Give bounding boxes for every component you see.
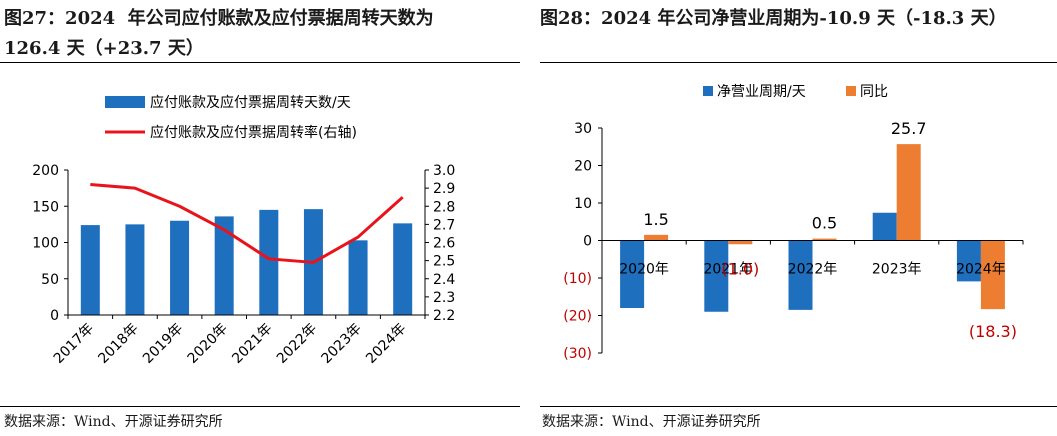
- y2-tick-label: 2.9: [433, 181, 455, 197]
- y-tick-label: 10: [574, 196, 592, 212]
- x-tick-label: 2017年: [51, 321, 97, 367]
- x-tick-label: 2018年: [95, 321, 141, 367]
- bar-yoy: [980, 240, 1005, 310]
- y2-tick-label: 2.2: [433, 308, 455, 324]
- data-label: 0.5: [812, 214, 837, 233]
- right-figure-title: 图28：2024 年公司净营业周期为-10.9 天（-18.3 天）: [540, 8, 1007, 29]
- bar: [348, 240, 368, 315]
- legend-label-bar: 应付账款及应付票据周转天数/天: [150, 94, 351, 111]
- x-tick-label: 2023年: [318, 321, 364, 367]
- legend-label-cycle: 净营业周期/天: [717, 84, 806, 100]
- left-top-rule: [0, 62, 520, 63]
- left-figure: 图27：2024 年公司应付账款及应付票据周转天数为 126.4 天（+23.7 …: [0, 0, 520, 436]
- y-tick-label: (30): [563, 346, 592, 362]
- bar-cycle: [956, 240, 981, 282]
- x-tick-label: 2024年: [363, 321, 409, 367]
- y-tick-label: (10): [563, 271, 592, 287]
- legend-label-line: 应付账款及应付票据周转率(右轴): [150, 124, 357, 141]
- data-label: (18.3): [969, 322, 1017, 341]
- x-tick-label: 2020年: [619, 262, 669, 278]
- legend-label-yoy: 同比: [860, 84, 888, 100]
- bar: [170, 220, 190, 315]
- data-label: 25.7: [891, 119, 927, 138]
- y-tick-label: 200: [32, 163, 59, 179]
- bar: [393, 223, 413, 315]
- left-source: 数据来源：Wind、开源证券研究所: [4, 414, 223, 430]
- x-tick-label: 2023年: [872, 262, 922, 278]
- y2-tick-label: 3.0: [433, 163, 455, 179]
- bar-yoy: [896, 144, 921, 241]
- right-chart: 净营业周期/天 同比 30 20 10 0 (10) (20) (30) 2020年 2021年 20…: [563, 84, 1024, 362]
- y2-tick-label: 2.4: [433, 272, 455, 288]
- bar: [214, 216, 234, 315]
- right-top-rule: [540, 62, 1057, 63]
- bar-cycle: [620, 240, 645, 308]
- y2-tick-label: 2.3: [433, 290, 455, 306]
- y2-tick-label: 2.5: [433, 254, 455, 270]
- left-bottom-rule: [0, 406, 520, 407]
- legend-swatch-bar: [105, 96, 145, 108]
- right-source: 数据来源：Wind、开源证券研究所: [542, 414, 761, 430]
- bar-yoy: [728, 240, 753, 245]
- y2-tick-label: 2.6: [433, 236, 455, 252]
- y-tick-label: 0: [583, 234, 592, 250]
- right-figure: 图28：2024 年公司净营业周期为-10.9 天（-18.3 天） 净营业周期…: [540, 0, 1057, 436]
- x-tick-label: 2020年: [185, 321, 231, 367]
- right-bottom-rule: [540, 406, 1057, 407]
- left-figure-title: 图27：2024 年公司应付账款及应付票据周转天数为 126.4 天（+23.7 …: [4, 4, 434, 64]
- left-title-line2: 126.4 天（+23.7 天）: [4, 38, 204, 59]
- x-tick-label: 2021年: [229, 321, 275, 367]
- y-tick-label: 0: [50, 308, 59, 324]
- y-tick-label: 30: [574, 121, 592, 137]
- bar: [259, 209, 279, 315]
- y2-tick-label: 2.7: [433, 217, 455, 233]
- bar: [125, 224, 145, 315]
- bar-yoy: [812, 238, 837, 241]
- legend-swatch-yoy: [846, 86, 856, 96]
- x-tick-label: 2024年: [956, 262, 1006, 278]
- bar: [80, 225, 100, 315]
- x-tick-label: 2022年: [274, 321, 320, 367]
- y2-tick-label: 2.8: [433, 199, 455, 215]
- y-tick-label: 20: [574, 159, 592, 175]
- left-title-line1: 图27：2024 年公司应付账款及应付票据周转天数为: [4, 8, 434, 29]
- data-label: (1.0): [721, 260, 759, 279]
- data-label: 1.5: [643, 210, 668, 229]
- bar-cycle: [872, 212, 897, 241]
- legend-swatch-cycle: [703, 86, 713, 96]
- y-tick-label: 150: [32, 199, 59, 215]
- bar-yoy: [644, 234, 669, 241]
- y-tick-label: (20): [563, 309, 592, 325]
- y-tick-label: 100: [32, 236, 59, 252]
- x-tick-label: 2021年: [703, 262, 753, 278]
- bar-cycle: [788, 240, 813, 310]
- x-tick-label: 2022年: [788, 262, 838, 278]
- line-series-turnover-rate: [90, 183, 404, 264]
- bar-cycle: [704, 240, 729, 312]
- x-tick-label: 2019年: [140, 321, 186, 367]
- y-tick-label: 50: [41, 272, 59, 288]
